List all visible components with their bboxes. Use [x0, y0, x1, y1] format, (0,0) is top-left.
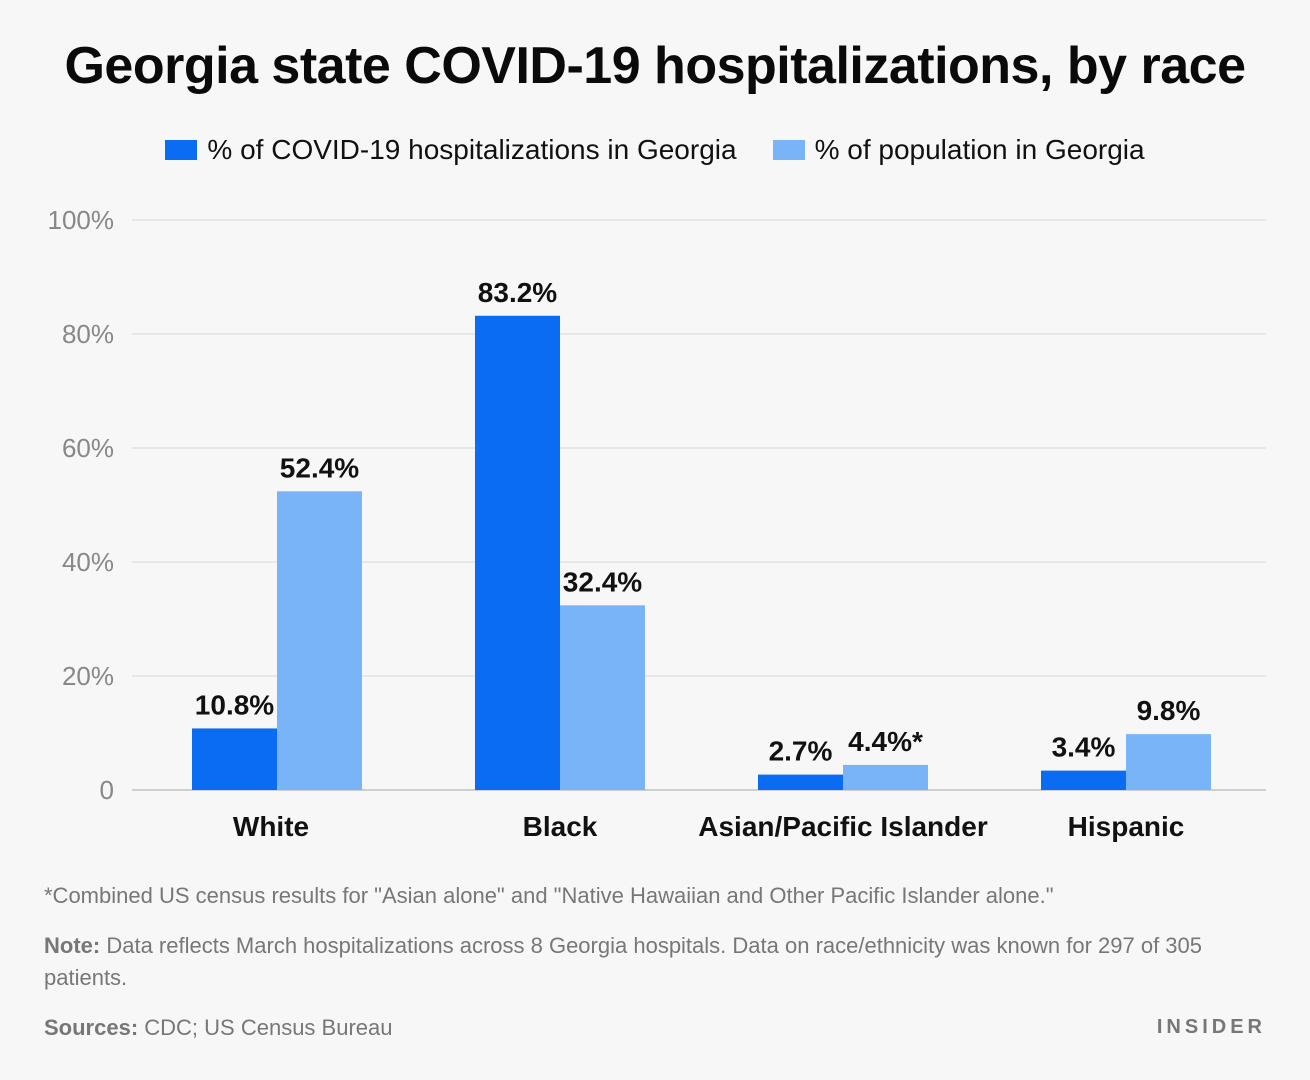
bar	[1041, 770, 1126, 790]
bar	[843, 764, 928, 790]
bar	[560, 605, 645, 790]
legend-label-hospitalizations: % of COVID-19 hospitalizations in Georgi…	[207, 134, 737, 165]
legend-item-hospitalizations: % of COVID-19 hospitalizations in Georgi…	[165, 134, 737, 166]
data-label: 10.8%	[195, 689, 274, 720]
legend: % of COVID-19 hospitalizations in Georgi…	[0, 134, 1310, 166]
y-tick-label: 0	[100, 775, 114, 805]
y-tick-label: 60%	[62, 433, 114, 463]
data-label: 32.4%	[563, 566, 642, 597]
x-category-label: Black	[523, 811, 598, 842]
sources-label: Sources:	[44, 1015, 139, 1040]
bar	[475, 315, 560, 790]
bar-chart: 0 20% 40% 60% 80% 100% 10.8% 52.4% White 83.2% 32.…	[48, 205, 1266, 842]
footnote-asterisk: *Combined US census results for "Asian a…	[44, 883, 1054, 908]
legend-label-population: % of population in Georgia	[814, 134, 1145, 165]
legend-swatch-population	[772, 140, 805, 160]
x-category-label: Hispanic	[1068, 811, 1185, 842]
data-label: 3.4%	[1052, 732, 1116, 763]
note-label: Note:	[44, 933, 101, 958]
data-label: 9.8%	[1137, 695, 1201, 726]
sources-text: CDC; US Census Bureau	[138, 1015, 393, 1040]
y-tick-label: 100%	[48, 205, 115, 235]
legend-item-population: % of population in Georgia	[772, 134, 1145, 166]
insider-logo: INSIDER	[1156, 1016, 1266, 1038]
note-text: Data reflects March hospitalizations acr…	[44, 933, 1203, 990]
bar	[758, 774, 843, 790]
data-label: 4.4%*	[848, 726, 923, 757]
data-label: 2.7%	[769, 736, 833, 767]
bar	[1126, 734, 1211, 790]
x-category-label: White	[233, 811, 309, 842]
chart-title: Georgia state COVID-19 hospitalizations,…	[64, 37, 1246, 95]
bar	[277, 491, 362, 790]
legend-swatch-hospitalizations	[165, 140, 198, 160]
x-category-label: Asian/Pacific Islander	[698, 811, 988, 842]
y-tick-label: 40%	[62, 547, 114, 577]
y-tick-label: 20%	[62, 661, 114, 691]
y-tick-label: 80%	[62, 319, 114, 349]
data-label: 83.2%	[478, 277, 557, 308]
data-label: 52.4%	[280, 452, 359, 483]
footnote-sources: Sources: CDC; US Census Bureau	[44, 1012, 1224, 1044]
bar	[192, 728, 277, 790]
footnote-note: Note: Data reflects March hospitalizatio…	[44, 930, 1224, 994]
